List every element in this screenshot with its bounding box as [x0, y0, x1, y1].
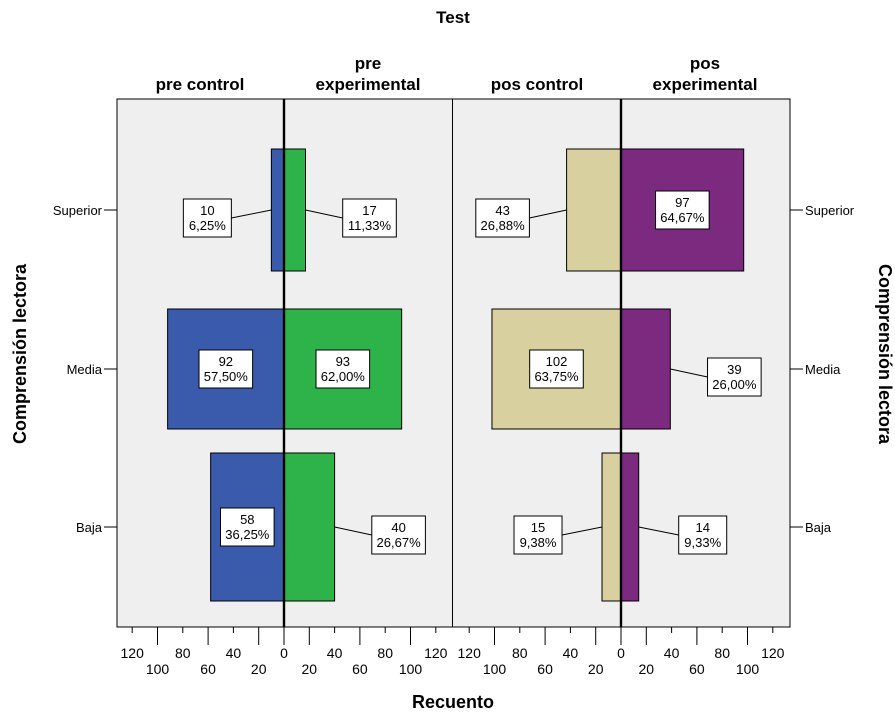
series-name-pos-right-line2: experimental — [653, 75, 758, 94]
label-box-pre-right-media — [315, 349, 371, 389]
x-tick-pos-r80: 80 — [714, 645, 730, 661]
data-label-pct-pre-right-superior: 11,33% — [348, 218, 392, 233]
data-label-pct-pre-left-media: 57,50% — [204, 369, 249, 384]
series-name-pos-left: pos control — [491, 75, 584, 94]
x-tick-pos-l20: 20 — [588, 661, 604, 677]
label-box-pos-right-baja — [678, 515, 728, 555]
x-tick-pos-l80: 80 — [512, 645, 528, 661]
x-tick-pos-r100: 100 — [736, 661, 760, 677]
series-name-pre-right-line2: experimental — [316, 75, 421, 94]
data-label-pct-pre-right-media: 62,00% — [321, 369, 366, 384]
x-tick-pos-l40: 40 — [563, 645, 579, 661]
x-tick-pre-l120: 120 — [121, 645, 145, 661]
data-label-count-pre-right-baja: 40 — [391, 520, 405, 535]
data-label-count-pre-left-superior: 10 — [200, 203, 214, 218]
category-label-right-superior: Superior — [805, 203, 855, 218]
x-tick-pre-l20: 20 — [251, 661, 267, 677]
x-tick-pos-l100: 100 — [483, 661, 507, 677]
label-leader-pos-left-baja — [561, 526, 603, 536]
bar-pos-right-baja — [620, 452, 640, 602]
x-tick-pre-r80: 80 — [377, 645, 393, 661]
data-label-count-pos-left-media: 102 — [546, 354, 568, 369]
x-tick-pre-l100: 100 — [146, 661, 170, 677]
data-label-pct-pos-left-superior: 26,88% — [481, 218, 526, 233]
category-label-left-baja: Baja — [76, 520, 103, 535]
label-box-pre-right-superior — [342, 198, 397, 238]
category-label-right-media: Media — [805, 362, 841, 377]
series-name-pre-left: pre control — [156, 75, 245, 94]
data-label-pct-pos-left-baja: 9,38% — [520, 535, 557, 550]
data-label-count-pos-left-superior: 43 — [495, 203, 509, 218]
x-tick-pos-r60: 60 — [689, 661, 705, 677]
data-label-count-pre-left-baja: 58 — [240, 512, 254, 527]
data-label-count-pre-right-media: 93 — [336, 354, 350, 369]
data-label-count-pos-right-media: 39 — [727, 362, 741, 377]
bar-pre-right-baja — [283, 452, 336, 602]
x-tick-pre-l40: 40 — [226, 645, 242, 661]
label-leader-pre-right-baja — [334, 526, 372, 536]
data-label-pct-pre-right-baja: 26,67% — [377, 535, 422, 550]
bar-pos-left-superior — [566, 148, 622, 272]
x-tick-pos-0: 0 — [617, 645, 625, 661]
x-tick-pre-l80: 80 — [175, 645, 191, 661]
data-label-pct-pos-right-media: 26,00% — [712, 377, 757, 392]
bar-pos-right-media — [620, 308, 671, 430]
category-label-right-baja: Baja — [805, 520, 832, 535]
data-label-count-pre-left-media: 92 — [219, 354, 233, 369]
data-label-pct-pos-left-media: 63,75% — [534, 369, 579, 384]
label-leader-pos-right-baja — [638, 526, 679, 536]
label-box-pos-right-media — [707, 357, 762, 397]
x-tick-pre-l60: 60 — [200, 661, 216, 677]
data-label-pct-pos-right-baja: 9,33% — [684, 535, 721, 550]
label-box-pos-left-superior — [475, 198, 530, 238]
label-box-pre-right-baja — [371, 515, 426, 555]
x-tick-pos-r20: 20 — [639, 661, 655, 677]
bar-pre-left-superior — [270, 148, 285, 272]
category-label-left-superior: Superior — [53, 203, 103, 218]
x-tick-pre-r60: 60 — [352, 661, 368, 677]
label-box-pre-left-media — [198, 349, 254, 389]
label-box-pos-left-baja — [513, 515, 563, 555]
data-label-count-pos-right-baja: 14 — [695, 520, 709, 535]
x-tick-pos-r40: 40 — [664, 645, 680, 661]
y-axis-title-right: Comprensión lectora — [875, 264, 895, 445]
bar-pre-right-superior — [283, 148, 307, 272]
x-axis-title: Recuento — [412, 692, 494, 712]
label-box-pre-left-superior — [182, 198, 232, 238]
label-leader-pre-left-superior — [231, 209, 272, 219]
label-box-pre-left-baja — [220, 507, 275, 547]
series-name-pre-right-line1: pre — [355, 54, 381, 73]
x-tick-pre-0: 0 — [280, 645, 288, 661]
data-label-pct-pos-right-superior: 64,67% — [660, 210, 705, 225]
data-label-count-pos-left-baja: 15 — [531, 520, 545, 535]
data-label-pct-pre-left-superior: 6,25% — [189, 218, 226, 233]
label-box-pos-right-superior — [655, 190, 710, 230]
data-label-count-pre-right-superior: 17 — [362, 203, 376, 218]
data-label-count-pos-right-superior: 97 — [675, 195, 689, 210]
label-leader-pre-right-superior — [305, 209, 343, 219]
label-leader-pos-left-superior — [529, 209, 567, 219]
x-tick-pre-r120: 120 — [424, 645, 448, 661]
x-tick-pos-r120: 120 — [761, 645, 785, 661]
label-leader-pos-right-media — [670, 368, 708, 378]
data-label-pct-pre-left-baja: 36,25% — [225, 527, 270, 542]
x-tick-pos-l60: 60 — [537, 661, 553, 677]
x-tick-pos-l120: 120 — [458, 645, 482, 661]
x-tick-pre-r20: 20 — [302, 661, 318, 677]
category-label-left-media: Media — [67, 362, 103, 377]
x-tick-pre-r40: 40 — [327, 645, 343, 661]
label-box-pos-left-media — [529, 349, 584, 389]
x-tick-pre-r100: 100 — [399, 661, 423, 677]
chart-title: Test — [436, 8, 470, 27]
y-axis-title-left: Comprensión lectora — [10, 263, 30, 444]
bar-pos-left-baja — [601, 452, 622, 602]
series-name-pos-right-line1: pos — [690, 54, 720, 73]
